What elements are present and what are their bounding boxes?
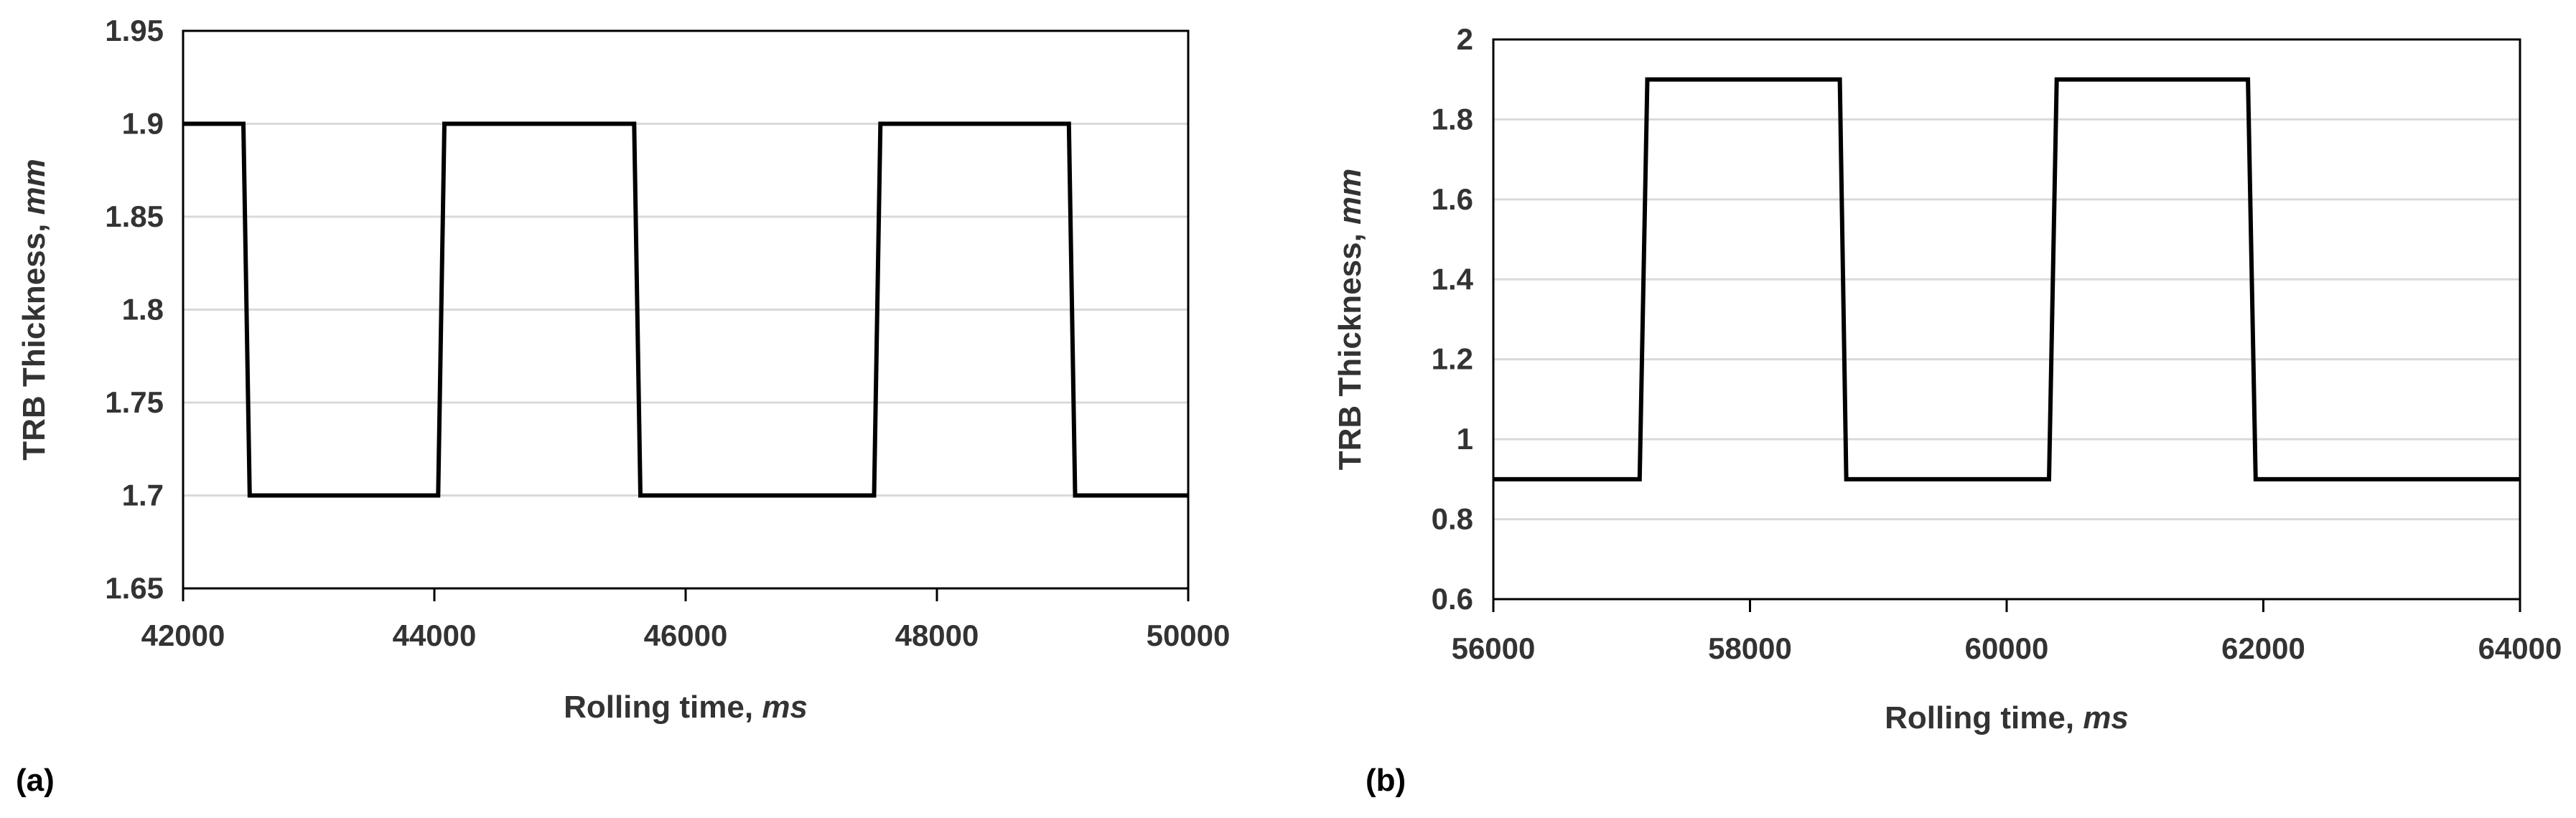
y-tick-label: 1.75: [105, 385, 164, 419]
y-tick-label: 0.6: [1432, 582, 1473, 616]
series-line: [183, 121, 1188, 498]
x-axis-title: Rolling time, ms: [564, 690, 808, 725]
y-axis-unit: mm: [17, 159, 52, 215]
x-axis-label: Rolling time,: [564, 690, 762, 725]
x-tick-label: 46000: [644, 619, 728, 652]
y-tick-label: 1.8: [1432, 102, 1473, 136]
x-tick-label: 64000: [2478, 631, 2562, 665]
y-tick-label: 1.65: [105, 571, 164, 605]
y-tick-label: 1: [1457, 422, 1473, 456]
x-tick-label: 58000: [1708, 631, 1792, 665]
y-tick-label: 1.4: [1432, 262, 1474, 296]
panel-label: (a): [16, 763, 55, 798]
x-tick-label: 56000: [1452, 631, 1536, 665]
y-axis-title: TRB Thickness, mm: [1333, 169, 1368, 471]
y-tick-label: 1.85: [105, 199, 164, 233]
series-line: [1493, 77, 2520, 481]
chart-panel-0: 1.65 1.7 1.75 1.8 1.85 1.9 1.95 42000 44000 46000…: [16, 14, 1230, 798]
x-axis-unit: ms: [762, 690, 808, 725]
y-axis-title: TRB Thickness, mm: [17, 159, 52, 461]
x-tick-label: 42000: [141, 619, 225, 652]
y-tick-label: 0.8: [1432, 502, 1473, 536]
y-tick-label: 1.9: [122, 107, 164, 141]
x-tick-label: 48000: [895, 619, 979, 652]
y-tick-label: 1.7: [122, 479, 164, 512]
y-tick-label: 1.6: [1432, 182, 1473, 216]
x-tick-label: 44000: [393, 619, 477, 652]
x-tick-label: 62000: [2221, 631, 2305, 665]
y-tick-label: 1.2: [1432, 342, 1473, 376]
x-tick-label: 50000: [1147, 619, 1231, 652]
y-axis-label: TRB Thickness,: [1333, 225, 1368, 470]
x-tick-label: 60000: [1965, 631, 2049, 665]
x-axis-title: Rolling time, ms: [1885, 700, 2129, 735]
y-tick-label: 2: [1457, 22, 1473, 56]
chart-panel-1: 0.6 0.8 1 1.2 1.4 1.6 1.8 2 56000 58000 60000 62000…: [1333, 22, 2562, 798]
x-axis-unit: ms: [2083, 700, 2129, 735]
y-axis-unit: mm: [1333, 169, 1368, 225]
y-axis-label: TRB Thickness,: [17, 215, 52, 460]
x-axis-label: Rolling time,: [1885, 700, 2083, 735]
panel-label: (b): [1366, 763, 1406, 798]
y-tick-label: 1.95: [105, 14, 164, 47]
y-tick-label: 1.8: [122, 293, 164, 326]
